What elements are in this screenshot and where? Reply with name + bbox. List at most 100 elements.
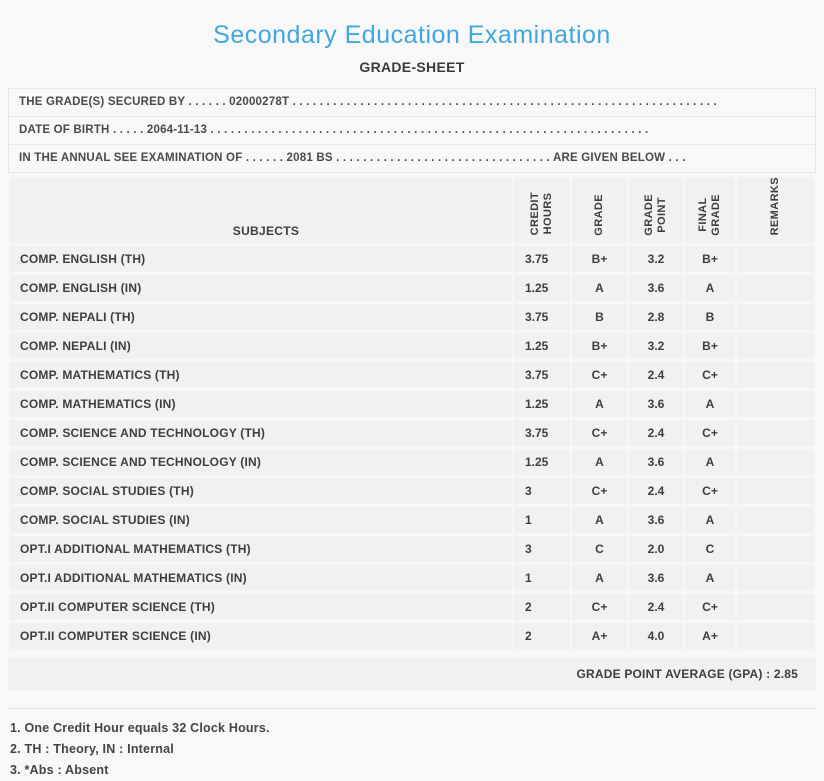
grade-point-cell: 2.4 (629, 362, 683, 389)
footnote-abs: 3. *Abs : Absent (10, 763, 109, 778)
final-grade-cell: B+ (685, 246, 735, 273)
credit-hours-cell: 2 (514, 594, 570, 621)
subject-cell: COMP. SOCIAL STUDIES (TH) (10, 478, 512, 505)
footnotes-section: 1. One Credit Hour equals 32 Clock Hours… (8, 709, 816, 781)
table-row: COMP. SOCIAL STUDIES (TH) 3 C+ 2.4 C+ (10, 478, 814, 505)
table-row: COMP. ENGLISH (TH) 3.75 B+ 3.2 B+ (10, 246, 814, 273)
grade-cell: A (572, 507, 627, 534)
final-grade-cell: A (685, 565, 735, 592)
final-grade-cell: C (685, 536, 735, 563)
credit-hours-cell: 3 (514, 478, 570, 505)
table-row: COMP. ENGLISH (IN) 1.25 A 3.6 A (10, 275, 814, 302)
grade-cell: A (572, 391, 627, 418)
gpa-row: GRADE POINT AVERAGE (GPA) : 2.85 (8, 657, 816, 692)
subject-cell: COMP. SCIENCE AND TECHNOLOGY (IN) (10, 449, 512, 476)
subject-cell: OPT.II COMPUTER SCIENCE (TH) (10, 594, 512, 621)
final-grade-cell: C+ (685, 478, 735, 505)
grade-point-cell: 2.4 (629, 420, 683, 447)
credit-hours-cell: 3.75 (514, 420, 570, 447)
remarks-cell (737, 449, 814, 476)
credit-hours-rotated-label: CREDIT HOURS (529, 192, 554, 236)
remarks-cell (737, 594, 814, 621)
grade-cell: B+ (572, 333, 627, 360)
subject-cell: OPT.II COMPUTER SCIENCE (IN) (10, 623, 512, 650)
table-row: OPT.II COMPUTER SCIENCE (IN) 2 A+ 4.0 A+ (10, 623, 814, 650)
subject-cell: COMP. ENGLISH (IN) (10, 275, 512, 302)
student-info-date-of-birth: DATE OF BIRTH . . . . . 2064-11-13 . . .… (9, 117, 815, 145)
grade-point-cell: 2.8 (629, 304, 683, 331)
table-row: OPT.I ADDITIONAL MATHEMATICS (TH) 3 C 2.… (10, 536, 814, 563)
grade-point-cell: 3.6 (629, 449, 683, 476)
subject-cell: COMP. MATHEMATICS (TH) (10, 362, 512, 389)
credit-hours-cell: 1.25 (514, 391, 570, 418)
final-grade-cell: A (685, 449, 735, 476)
grade-cell: C+ (572, 420, 627, 447)
column-header-grade: GRADE (572, 177, 627, 244)
credit-hours-cell: 3.75 (514, 246, 570, 273)
table-row: COMP. NEPALI (IN) 1.25 B+ 3.2 B+ (10, 333, 814, 360)
table-row: COMP. MATHEMATICS (TH) 3.75 C+ 2.4 C+ (10, 362, 814, 389)
page-subtitle: GRADE-SHEET (359, 59, 465, 75)
remarks-cell (737, 565, 814, 592)
final-grade-cell: B+ (685, 333, 735, 360)
remarks-cell (737, 246, 814, 273)
remarks-cell (737, 304, 814, 331)
column-header-final-grade: FINAL GRADE (685, 177, 735, 244)
grade-point-cell: 3.2 (629, 246, 683, 273)
credit-hours-cell: 2 (514, 623, 570, 650)
grade-cell: A (572, 275, 627, 302)
remarks-cell (737, 275, 814, 302)
subject-cell: OPT.I ADDITIONAL MATHEMATICS (IN) (10, 565, 512, 592)
remarks-cell (737, 478, 814, 505)
column-header-remarks: REMARKS (737, 177, 814, 244)
credit-hours-cell: 3.75 (514, 304, 570, 331)
grade-point-cell: 2.4 (629, 594, 683, 621)
credit-hours-cell: 3 (514, 536, 570, 563)
grade-cell: A (572, 449, 627, 476)
final-grade-cell: C+ (685, 362, 735, 389)
table-row: COMP. MATHEMATICS (IN) 1.25 A 3.6 A (10, 391, 814, 418)
credit-hours-cell: 1 (514, 565, 570, 592)
subject-cell: COMP. SOCIAL STUDIES (IN) (10, 507, 512, 534)
final-grade-cell: C+ (685, 420, 735, 447)
final-grade-cell: A+ (685, 623, 735, 650)
grade-point-cell: 3.6 (629, 391, 683, 418)
final-grade-cell: A (685, 391, 735, 418)
page-title: Secondary Education Examination (213, 21, 611, 49)
remarks-cell (737, 536, 814, 563)
grade-cell: C+ (572, 594, 627, 621)
final-grade-cell: B (685, 304, 735, 331)
student-info-examination: IN THE ANNUAL SEE EXAMINATION OF . . . .… (9, 145, 815, 173)
grade-point-cell: 2.0 (629, 536, 683, 563)
final-grade-rotated-label: FINAL GRADE (697, 193, 722, 236)
table-row: COMP. SCIENCE AND TECHNOLOGY (IN) 1.25 A… (10, 449, 814, 476)
grade-point-cell: 3.6 (629, 275, 683, 302)
final-grade-cell: A (685, 275, 735, 302)
subject-cell: COMP. MATHEMATICS (IN) (10, 391, 512, 418)
grade-cell: C (572, 536, 627, 563)
subject-cell: COMP. NEPALI (TH) (10, 304, 512, 331)
subject-cell: COMP. SCIENCE AND TECHNOLOGY (TH) (10, 420, 512, 447)
grade-cell: C+ (572, 478, 627, 505)
subject-cell: OPT.I ADDITIONAL MATHEMATICS (TH) (10, 536, 512, 563)
footnote-th-in: 2. TH : Theory, IN : Internal (10, 742, 174, 757)
table-row: COMP. NEPALI (TH) 3.75 B 2.8 B (10, 304, 814, 331)
final-grade-cell: C+ (685, 594, 735, 621)
remarks-cell (737, 362, 814, 389)
grade-cell: A (572, 565, 627, 592)
table-row: COMP. SOCIAL STUDIES (IN) 1 A 3.6 A (10, 507, 814, 534)
credit-hours-cell: 1.25 (514, 449, 570, 476)
column-header-grade-point: GRADE POINT (629, 177, 683, 244)
remarks-cell (737, 623, 814, 650)
column-header-credit-hours: CREDIT HOURS (514, 177, 570, 244)
grade-cell: C+ (572, 362, 627, 389)
credit-hours-cell: 1.25 (514, 333, 570, 360)
grade-cell: A+ (572, 623, 627, 650)
grade-point-cell: 4.0 (629, 623, 683, 650)
table-row: OPT.II COMPUTER SCIENCE (TH) 2 C+ 2.4 C+ (10, 594, 814, 621)
grade-rotated-label: GRADE (593, 193, 605, 236)
gpa-label: GRADE POINT AVERAGE (GPA) : 2.85 (576, 667, 798, 682)
credit-hours-cell: 1.25 (514, 275, 570, 302)
subject-cell: COMP. ENGLISH (TH) (10, 246, 512, 273)
